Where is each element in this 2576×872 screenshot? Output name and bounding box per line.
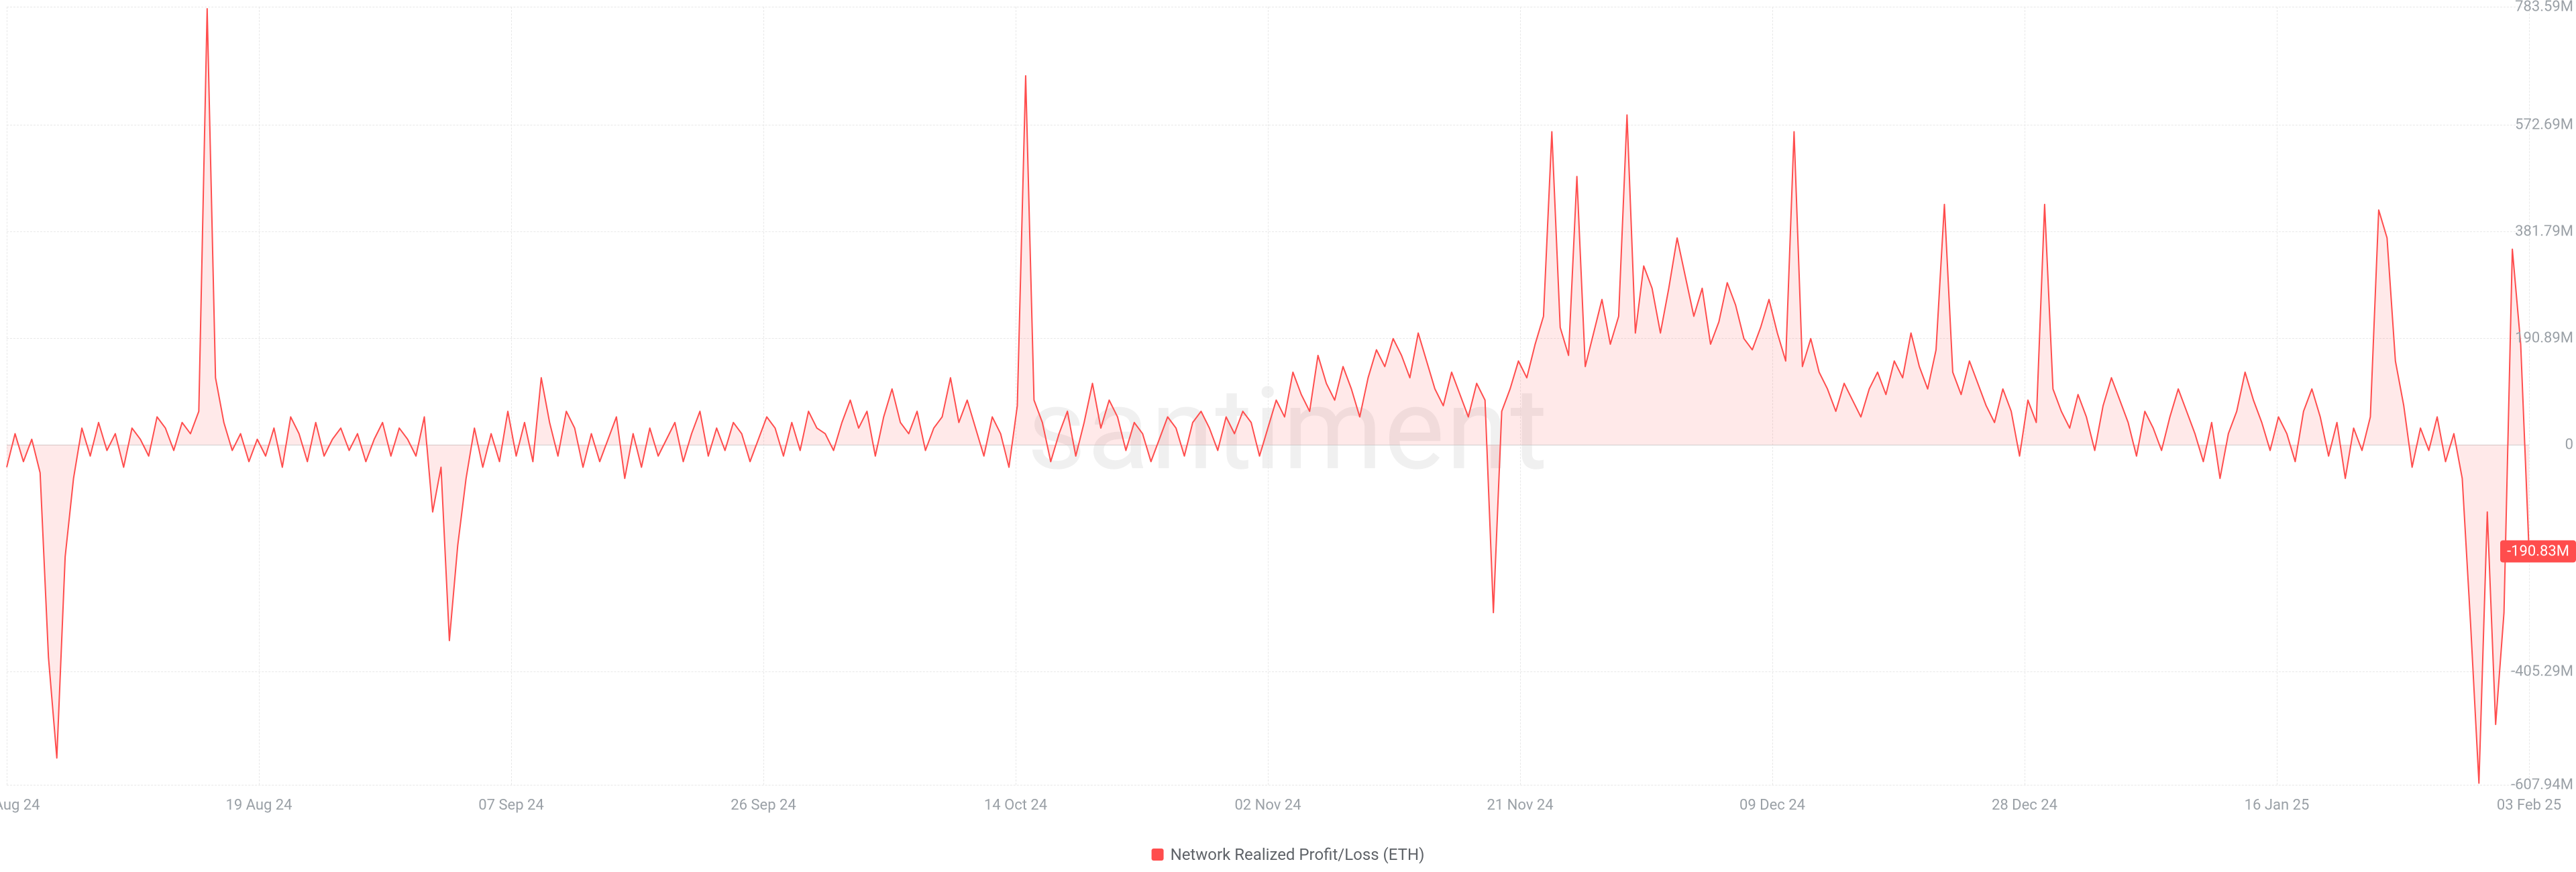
x-axis-tick-label: 14 Oct 24 [984, 797, 1047, 814]
x-axis-tick-label: 28 Dec 24 [1992, 797, 2057, 814]
y-axis-tick-label: -405.29M [2511, 663, 2573, 680]
legend[interactable]: Network Realized Profit/Loss (ETH) [1152, 845, 1425, 864]
x-axis-tick-label: 16 Jan 25 [2245, 797, 2310, 814]
x-axis-tick-label: 26 Sep 24 [731, 797, 796, 814]
current-value-badge: -190.83M [2500, 541, 2576, 563]
y-axis-tick-label: 0 [2565, 437, 2573, 453]
y-axis-tick-label: 190.89M [2515, 330, 2573, 347]
x-axis-tick-label: 07 Sep 24 [478, 797, 543, 814]
chart-container: santiment 783.59M572.69M381.79M190.89M0-… [0, 0, 2576, 872]
y-axis-tick-label: -607.94M [2511, 777, 2573, 794]
x-axis-tick-label: 09 Dec 24 [1739, 797, 1805, 814]
x-axis-tick-label: 21 Nov 24 [1487, 797, 1553, 814]
legend-label: Network Realized Profit/Loss (ETH) [1171, 845, 1425, 864]
chart-series [7, 7, 2529, 785]
legend-swatch [1152, 849, 1164, 861]
x-axis-tick-label: 19 Aug 24 [225, 797, 292, 814]
x-axis-tick-label: 03 Feb 25 [2497, 797, 2561, 814]
x-axis-tick-label: 02 Nov 24 [1234, 797, 1301, 814]
y-axis-tick-label: 783.59M [2515, 0, 2573, 15]
y-axis-tick-label: 572.69M [2515, 116, 2573, 133]
x-axis-tick-label: 01 Aug 24 [0, 797, 40, 814]
plot-area[interactable] [7, 7, 2529, 785]
y-axis-tick-label: 381.79M [2515, 223, 2573, 239]
current-value-text: -190.83M [2507, 543, 2569, 560]
